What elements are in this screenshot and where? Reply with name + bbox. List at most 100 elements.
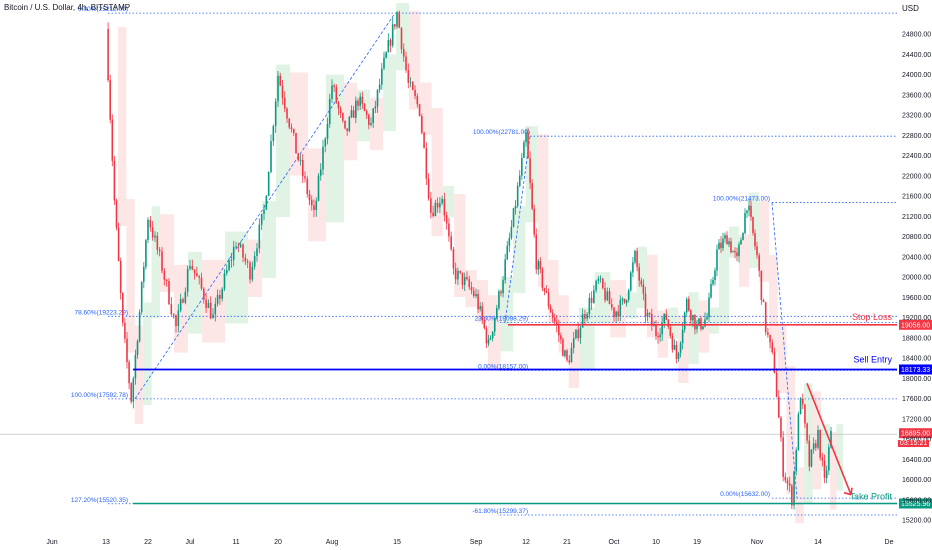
candle-body [423, 132, 425, 149]
candle-body [374, 106, 377, 109]
current-price-value: 16895.00 [901, 431, 930, 438]
candle-body [132, 378, 135, 402]
cloud-segment [626, 292, 637, 319]
time-tick-label: 21 [563, 539, 571, 546]
candle-body [562, 339, 564, 357]
candle-body [623, 298, 626, 303]
candle-body [512, 208, 515, 227]
candle-body [597, 278, 600, 281]
candle-body [730, 241, 732, 253]
cloud-segment [431, 107, 443, 237]
bar-countdown: 03:15:21 [898, 440, 930, 447]
candle-body [508, 237, 511, 246]
candle-body [383, 57, 385, 69]
candle-body [764, 302, 767, 333]
candle-body [361, 96, 364, 104]
candle-body [212, 314, 214, 319]
level-price-value: 18173.33 [901, 367, 930, 374]
cloud-segment [668, 307, 679, 339]
price-tick-label: 20800.00 [902, 234, 931, 241]
candle-body [523, 142, 525, 158]
candle-body [184, 291, 187, 303]
level-price-tag [899, 364, 932, 375]
candle-body [246, 261, 249, 263]
candle-body [357, 100, 359, 106]
candle-body [466, 277, 468, 280]
price-tick-label: 19200.00 [902, 315, 931, 322]
candle-body [226, 269, 228, 274]
candle-body [740, 240, 742, 245]
candle-body [394, 24, 396, 27]
candle-body [109, 80, 111, 120]
price-tick-label: 24000.00 [902, 72, 931, 79]
cloud-segment [548, 259, 559, 323]
candle-body [230, 259, 233, 261]
time-tick-label: 14 [814, 539, 822, 546]
cloud-segment [698, 300, 709, 353]
candle-body [400, 27, 403, 50]
candle-body [828, 447, 830, 471]
candle-body [348, 116, 351, 132]
candle-body [301, 160, 304, 177]
fibonacci-level-label: 23.60%(19098.29) [475, 316, 529, 323]
cloud-segment [262, 201, 276, 278]
candle-body [610, 304, 613, 308]
candle-body [186, 268, 189, 292]
cloud-segment [134, 325, 144, 425]
candle-body [724, 235, 726, 239]
time-tick-label: Nov [751, 539, 764, 546]
candle-body [675, 345, 678, 359]
candle-body [817, 429, 819, 448]
candle-body [555, 321, 558, 326]
price-tick-label: 21600.00 [902, 194, 931, 201]
candle-body [126, 338, 128, 363]
candle-body [391, 24, 394, 46]
candle-body [335, 87, 338, 103]
price-tick-label: 19600.00 [902, 295, 931, 302]
candle-body [177, 310, 180, 327]
fibonacci-labels: 0.00%(25212.00) 78.60%(19223.29) 100.00%(1… [71, 6, 770, 515]
candle-body [498, 291, 500, 309]
candle-body [111, 119, 114, 161]
fibonacci-level-label: 100.00%(22781.00) [473, 129, 530, 136]
candle-body [593, 290, 595, 303]
fibonacci-lines [0, 12, 897, 516]
candle-body [780, 417, 782, 438]
cloud-segment [442, 186, 455, 218]
stop-loss-annotation: Stop Loss [852, 312, 893, 322]
fibonacci-level-label: -61.80%(15299.37) [472, 508, 528, 515]
candle-body [158, 249, 161, 252]
candle-body [328, 98, 331, 124]
candle-body [481, 306, 484, 320]
candle-body [147, 219, 149, 241]
cloud-segment [538, 134, 549, 287]
candle-body [718, 242, 720, 250]
candle-body [337, 102, 340, 109]
candle-body [253, 255, 256, 267]
candle-body [615, 311, 617, 318]
candle-body [143, 266, 145, 282]
cloud-segment [202, 259, 225, 343]
candle-body [207, 302, 210, 309]
candle-body [514, 206, 517, 209]
candle-body [613, 307, 615, 318]
candle-body [560, 335, 562, 340]
candle-body [317, 175, 320, 201]
cloud-segment [594, 272, 611, 324]
cloud-segment [420, 82, 432, 135]
candle-body [359, 96, 361, 106]
candle-body [756, 246, 758, 256]
candle-body [258, 224, 261, 249]
fibonacci-swing-connector [134, 12, 396, 400]
candle-body [602, 278, 604, 289]
candle-body [651, 314, 653, 326]
cloud-segment [709, 307, 719, 334]
candle-body [599, 278, 602, 280]
time-tick-label: 15 [393, 539, 401, 546]
candle-body [149, 219, 152, 228]
candle-body [138, 312, 141, 342]
candle-body [712, 279, 714, 285]
candle-body [219, 294, 221, 299]
